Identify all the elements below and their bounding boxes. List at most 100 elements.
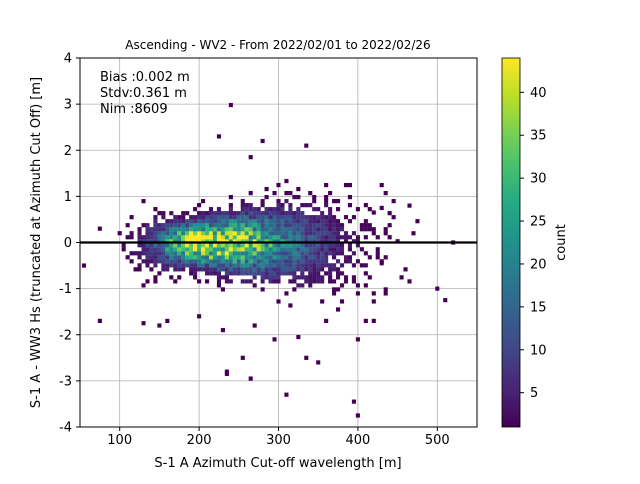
heatmap-cell — [383, 191, 388, 196]
heatmap-cell — [264, 207, 269, 212]
heatmap-cell — [173, 267, 178, 272]
heatmap-cell — [256, 267, 261, 272]
heatmap-cell — [292, 227, 297, 232]
heatmap-cell — [149, 231, 154, 236]
heatmap-cell — [220, 219, 225, 224]
heatmap-cell — [248, 215, 253, 220]
colorbar-label: count — [554, 224, 569, 261]
heatmap-cell — [288, 263, 293, 268]
heatmap-cell — [260, 199, 265, 204]
heatmap-cell — [324, 259, 329, 264]
heatmap-cell — [240, 203, 245, 208]
heatmap-cell — [145, 223, 150, 228]
heatmap-cell — [288, 215, 293, 220]
heatmap-cell — [347, 243, 353, 248]
heatmap-cell — [197, 243, 202, 248]
heatmap-cell — [252, 323, 257, 328]
heatmap-cell — [280, 267, 285, 272]
heatmap-cell — [240, 219, 245, 224]
heatmap-cell — [212, 263, 218, 268]
heatmap-cell — [244, 239, 249, 244]
heatmap-cell — [201, 223, 206, 228]
heatmap-cell — [165, 247, 170, 252]
heatmap-cell — [201, 231, 206, 236]
heatmap-cell — [328, 227, 333, 232]
heatmap-cell — [339, 223, 345, 228]
heatmap-cell — [272, 279, 277, 284]
heatmap-cell — [336, 247, 341, 252]
heatmap-cell — [137, 235, 142, 240]
heatmap-cell — [292, 271, 297, 276]
heatmap-cell — [324, 215, 329, 220]
heatmap-cell — [288, 271, 293, 276]
heatmap-cell — [284, 255, 289, 260]
heatmap-cell — [193, 227, 198, 232]
heatmap-cell — [193, 235, 198, 240]
heatmap-cell — [355, 259, 360, 264]
heatmap-cell — [189, 267, 194, 272]
heatmap-cell — [280, 243, 285, 248]
heatmap-cell — [351, 239, 356, 244]
heatmap-cell — [256, 239, 261, 244]
colorbar: 5 10 15 20 25 30 35 40 count — [501, 57, 569, 428]
heatmap-cell — [308, 231, 313, 236]
heatmap-cell — [228, 271, 233, 276]
heatmap-cell — [324, 235, 329, 240]
heatmap-cell — [280, 247, 285, 252]
heatmap-cell — [276, 182, 281, 188]
heatmap-cell — [161, 255, 166, 260]
heatmap-cell — [161, 227, 166, 232]
heatmap-cell — [208, 235, 214, 240]
heatmap-cell — [189, 259, 194, 264]
heatmap-cell — [236, 247, 241, 252]
heatmap-cell — [272, 235, 277, 240]
heatmap-cell — [260, 138, 265, 144]
heatmap-cell — [177, 263, 182, 268]
heatmap-cell — [212, 231, 218, 236]
heatmap-cell — [328, 191, 333, 196]
heatmap-cell — [185, 239, 190, 244]
heatmap-cell — [149, 251, 154, 256]
heatmap-cell — [312, 271, 317, 276]
heatmap-cell — [197, 263, 202, 268]
heatmap-cell — [236, 231, 241, 236]
heatmap-cell — [272, 239, 277, 244]
heatmap-cell — [145, 251, 150, 256]
heatmap-cell — [208, 243, 214, 248]
heatmap-cell — [212, 211, 218, 216]
heatmap-cell — [201, 251, 206, 256]
heatmap-cell — [292, 251, 297, 256]
heatmap-cell — [324, 203, 329, 208]
heatmap-cell — [324, 263, 329, 268]
heatmap-cell — [347, 182, 353, 188]
heatmap-cell — [375, 235, 380, 240]
heatmap-cell — [173, 251, 178, 256]
heatmap-cell — [228, 251, 233, 256]
heatmap-cell — [232, 223, 237, 228]
heatmap-cell — [347, 247, 353, 252]
heatmap-cell — [228, 211, 233, 216]
heatmap-cell — [371, 299, 376, 304]
heatmap-cell — [276, 247, 281, 252]
heatmap-cell — [304, 275, 309, 280]
heatmap-cell — [149, 243, 154, 248]
heatmap-cell — [224, 371, 229, 377]
heatmap-cell — [201, 215, 206, 220]
heatmap-cell — [228, 239, 233, 244]
heatmap-cell — [284, 271, 289, 276]
heatmap-cell — [288, 191, 293, 196]
heatmap-cell — [300, 239, 305, 244]
heatmap-cell — [288, 303, 293, 308]
nim-annotation: Nim :8609 — [100, 102, 168, 117]
heatmap-cell — [347, 255, 353, 260]
heatmap-cell — [220, 247, 225, 252]
heatmap-cell — [304, 259, 309, 264]
heatmap-cell — [240, 279, 245, 284]
heatmap-cell — [308, 279, 313, 284]
heatmap-cell — [149, 235, 154, 240]
heatmap-cell — [201, 243, 206, 248]
heatmap-cell — [236, 271, 241, 276]
heatmap-cell — [316, 247, 321, 252]
heatmap-cell — [244, 219, 249, 224]
heatmap-cell — [256, 243, 261, 248]
